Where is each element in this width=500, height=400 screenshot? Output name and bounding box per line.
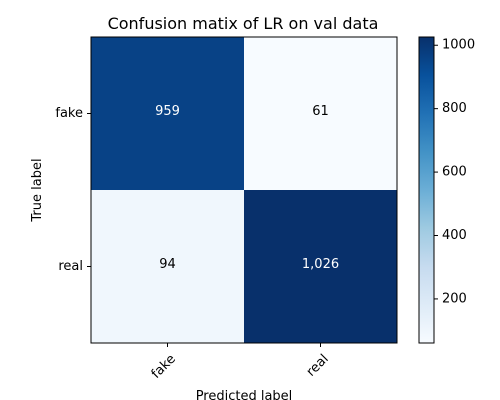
colorbar-tick-label: 200 [442,291,467,306]
heatmap-cell [91,37,244,190]
y-axis: fake real [55,106,91,274]
colorbar-tick-label: 1000 [442,38,475,53]
heatmap-cell [244,190,397,343]
colorbar-tick-label: 800 [442,101,467,116]
x-axis-label: Predicted label [196,389,293,400]
y-axis-label: True label [30,158,45,222]
colorbar-gradient [418,36,435,344]
x-tick-label: fake [149,352,179,382]
colorbar-tick-label: 600 [442,165,467,180]
x-axis: fake real [149,343,332,382]
heatmap-cells-group [91,37,397,343]
cell-value-label: 61 [312,104,329,119]
colorbar: 200 400 600 800 1000 [418,36,475,344]
cell-value-label: 959 [155,104,180,119]
heatmap-cell [91,190,244,343]
y-tick-label: fake [55,106,83,121]
y-tick-label: real [58,259,83,274]
x-tick-label: real [304,352,332,380]
plot-frame [90,36,398,344]
colorbar-tick-label: 400 [442,228,467,243]
cell-value-label: 1,026 [302,257,339,272]
heatmap-cell [244,37,397,190]
cell-labels-group: 959 61 94 1,026 [155,104,339,272]
cell-value-label: 94 [159,257,176,272]
chart-title: Confusion matix of LR on val data [108,14,379,33]
